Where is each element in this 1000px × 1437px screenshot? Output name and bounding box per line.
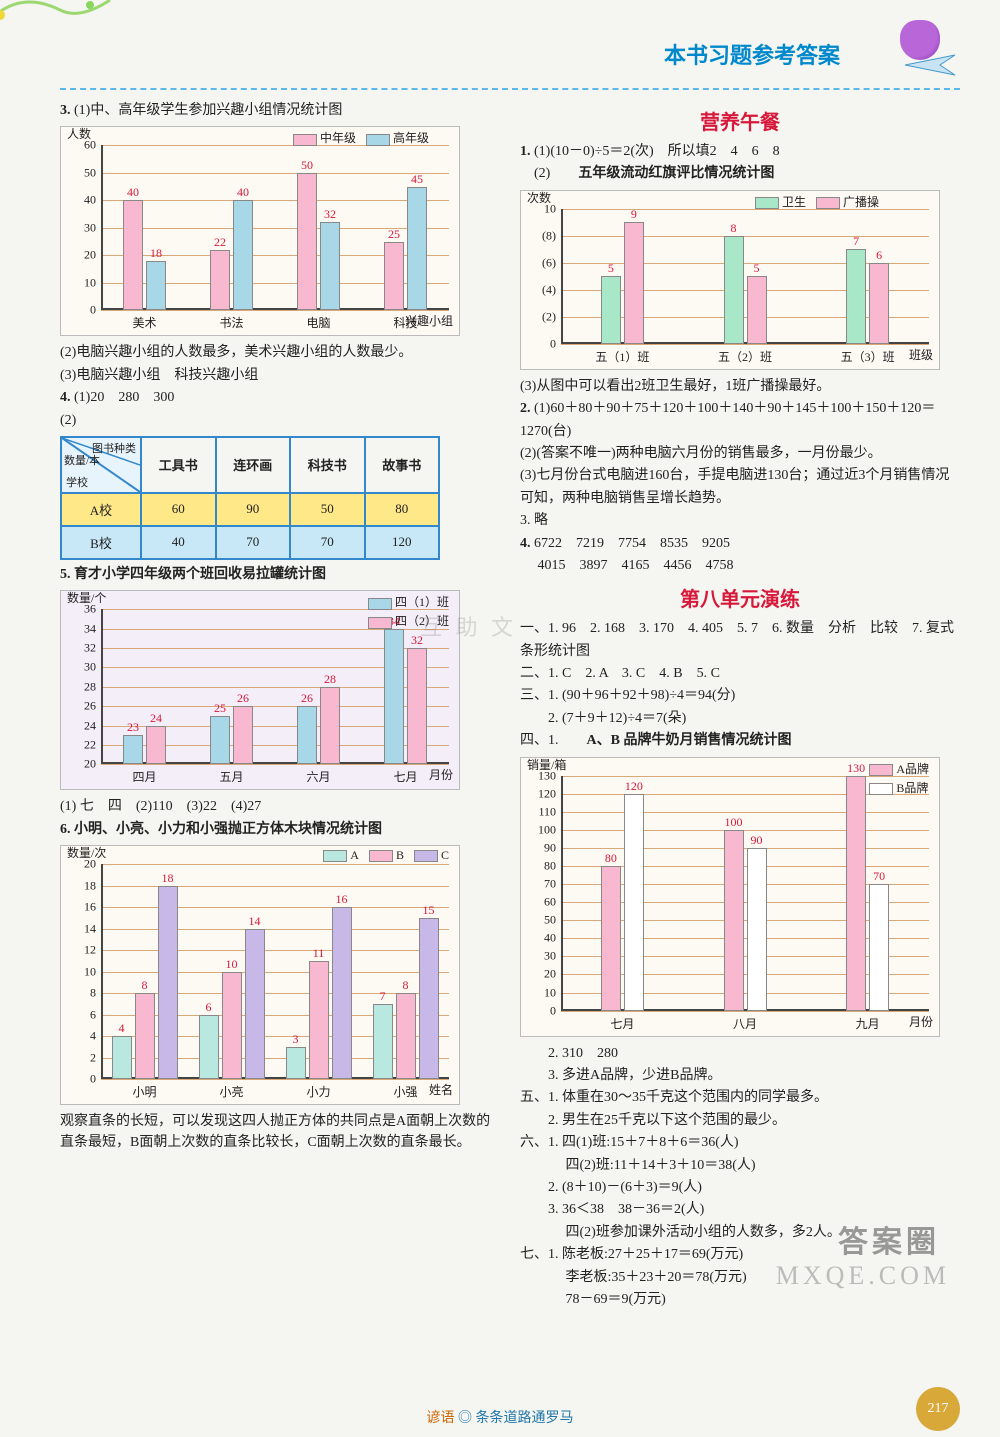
table-row-b: B校 40 70 70 120 xyxy=(61,526,439,559)
q4-table: 图书种类 数量/本 学校 工具书 连环画 科技书 故事书 A校 60 90 50… xyxy=(60,436,440,560)
q3-a2: (2)电脑兴趣小组的人数最多，美术兴趣小组的人数最少。 xyxy=(60,342,500,364)
r-q2-2: (2)(答案不唯一)两种电脑六月份的销售最多，一月份最少。 xyxy=(520,443,960,465)
page-footer: 谚语 ◎ 条条道路通罗马 xyxy=(0,1407,1000,1427)
right-column: 营养午餐 1. (1)(10－0)÷5＝2(次) 所以填2 4 6 8 (2) … xyxy=(520,100,960,1311)
u8-line: 2. 310 280 xyxy=(520,1043,960,1065)
u8-p4-label: 四、1. A、B 品牌牛奶月销售情况统计图 xyxy=(520,730,960,752)
u8-line: 2. 男生在25千克以下这个范围的最少。 xyxy=(520,1110,960,1132)
u8-line: 78－69＝9(万元) xyxy=(520,1289,960,1311)
r-q2-1: 2. (1)60＋80＋90＋75＋120＋100＋140＋90＋145＋100… xyxy=(520,398,960,443)
col-h-3: 故事书 xyxy=(365,437,440,493)
r-q1-a2: (2) 五年级流动红旗评比情况统计图 xyxy=(520,163,960,185)
u8-line: 四(2)班:11＋14＋3＋10＝38(人) xyxy=(520,1155,960,1177)
page-number-badge: 217 xyxy=(916,1387,960,1431)
r-q2-3: (3)七月份台式电脑进160台，手提电脑进130台；通过近3个月销售情况可知，两… xyxy=(520,465,960,510)
u8-p3a: 三、1. (90＋96＋92＋98)÷4＝94(分) xyxy=(520,685,960,707)
chart-u8-4: 0102030405060708090100110120130销量/箱月份801… xyxy=(520,757,940,1037)
q5-answers: (1) 七 四 (2)110 (3)22 (4)27 xyxy=(60,796,500,818)
q4-a2-label: (2) xyxy=(60,410,500,432)
page-header: 本书习题参考答案 xyxy=(60,30,960,90)
q3-title: 3. (1)中、高年级学生参加兴趣小组情况统计图 xyxy=(60,100,500,122)
u8-p1: 一、1. 96 2. 168 3. 170 4. 405 5. 7 6. 数量 … xyxy=(520,618,960,663)
col-h-0: 工具书 xyxy=(141,437,216,493)
u8-line: 李老板:35＋23＋20＝78(万元) xyxy=(520,1267,960,1289)
chart-q6: 02468101214161820数量/次姓名4818小明61014小亮3111… xyxy=(60,845,460,1105)
u8-line: 七、1. 陈老板:27＋25＋17＝69(万元) xyxy=(520,1244,960,1266)
table-diag-header: 图书种类 数量/本 学校 xyxy=(61,437,141,493)
q6-note: 观察直条的长短，可以发现这四人抛正方体的共同点是A面朝上次数的直条最短，B面朝上… xyxy=(60,1111,500,1153)
chart-q3: 0102030405060人数兴趣小组4018美术2240书法5032电脑254… xyxy=(60,126,460,336)
lunch-title: 营养午餐 xyxy=(520,106,960,135)
table-row-a: A校 60 90 50 80 xyxy=(61,493,439,526)
u8-line: 四(2)班参加课外活动小组的人数多，多2人。 xyxy=(520,1222,960,1244)
q3-a3: (3)电脑兴趣小组 科技兴趣小组 xyxy=(60,365,500,387)
u8-line: 3. 多进A品牌，少进B品牌。 xyxy=(520,1065,960,1087)
chart-q5: 202224262830323436数量/个月份2324四月2526五月2628… xyxy=(60,590,460,790)
chart-r-q1: 0(2)(4)(6)(8)10次数班级59五（1）班85五（2）班76五（3）班… xyxy=(520,190,940,370)
col-h-2: 科技书 xyxy=(290,437,365,493)
r-q1-a3: (3)从图中可以看出2班卫生最好，1班广播操最好。 xyxy=(520,376,960,398)
u8-line: 3. 36＜38 38－36＝2(人) xyxy=(520,1199,960,1221)
q4-a1: 4. (1)20 280 300 xyxy=(60,387,500,409)
left-column: 3. (1)中、高年级学生参加兴趣小组情况统计图 0102030405060人数… xyxy=(60,100,500,1311)
u8-line: 2. (8＋10)－(6＋3)＝9(人) xyxy=(520,1177,960,1199)
u8-line: 五、1. 体重在30～35千克这个范围内的同学最多。 xyxy=(520,1087,960,1109)
header-decoration xyxy=(860,20,960,80)
u8-p3b: 2. (7＋9＋12)÷4＝7(朵) xyxy=(520,708,960,730)
r-q3: 3. 略 xyxy=(520,510,960,532)
col-h-1: 连环画 xyxy=(216,437,291,493)
r-q1-a1: 1. (1)(10－0)÷5＝2(次) 所以填2 4 6 8 xyxy=(520,141,960,163)
u8-line: 六、1. 四(1)班:15＋7＋8＋6＝36(人) xyxy=(520,1132,960,1154)
q6-title: 6. 小明、小亮、小力和小强抛正方体木块情况统计图 xyxy=(60,819,500,841)
u8-p2: 二、1. C 2. A 3. C 4. B 5. C xyxy=(520,663,960,685)
q5-title: 5. 育才小学四年级两个班回收易拉罐统计图 xyxy=(60,564,500,586)
u8-rest: 2. 310 280 3. 多进A品牌，少进B品牌。五、1. 体重在30～35千… xyxy=(520,1043,960,1312)
r-q4-1: 4. 6722 7219 7754 8535 9205 xyxy=(520,533,960,555)
unit8-title: 第八单元演练 xyxy=(520,583,960,612)
r-q4-2: 4015 3897 4165 4456 4758 xyxy=(520,555,960,577)
header-title: 本书习题参考答案 xyxy=(664,38,840,70)
